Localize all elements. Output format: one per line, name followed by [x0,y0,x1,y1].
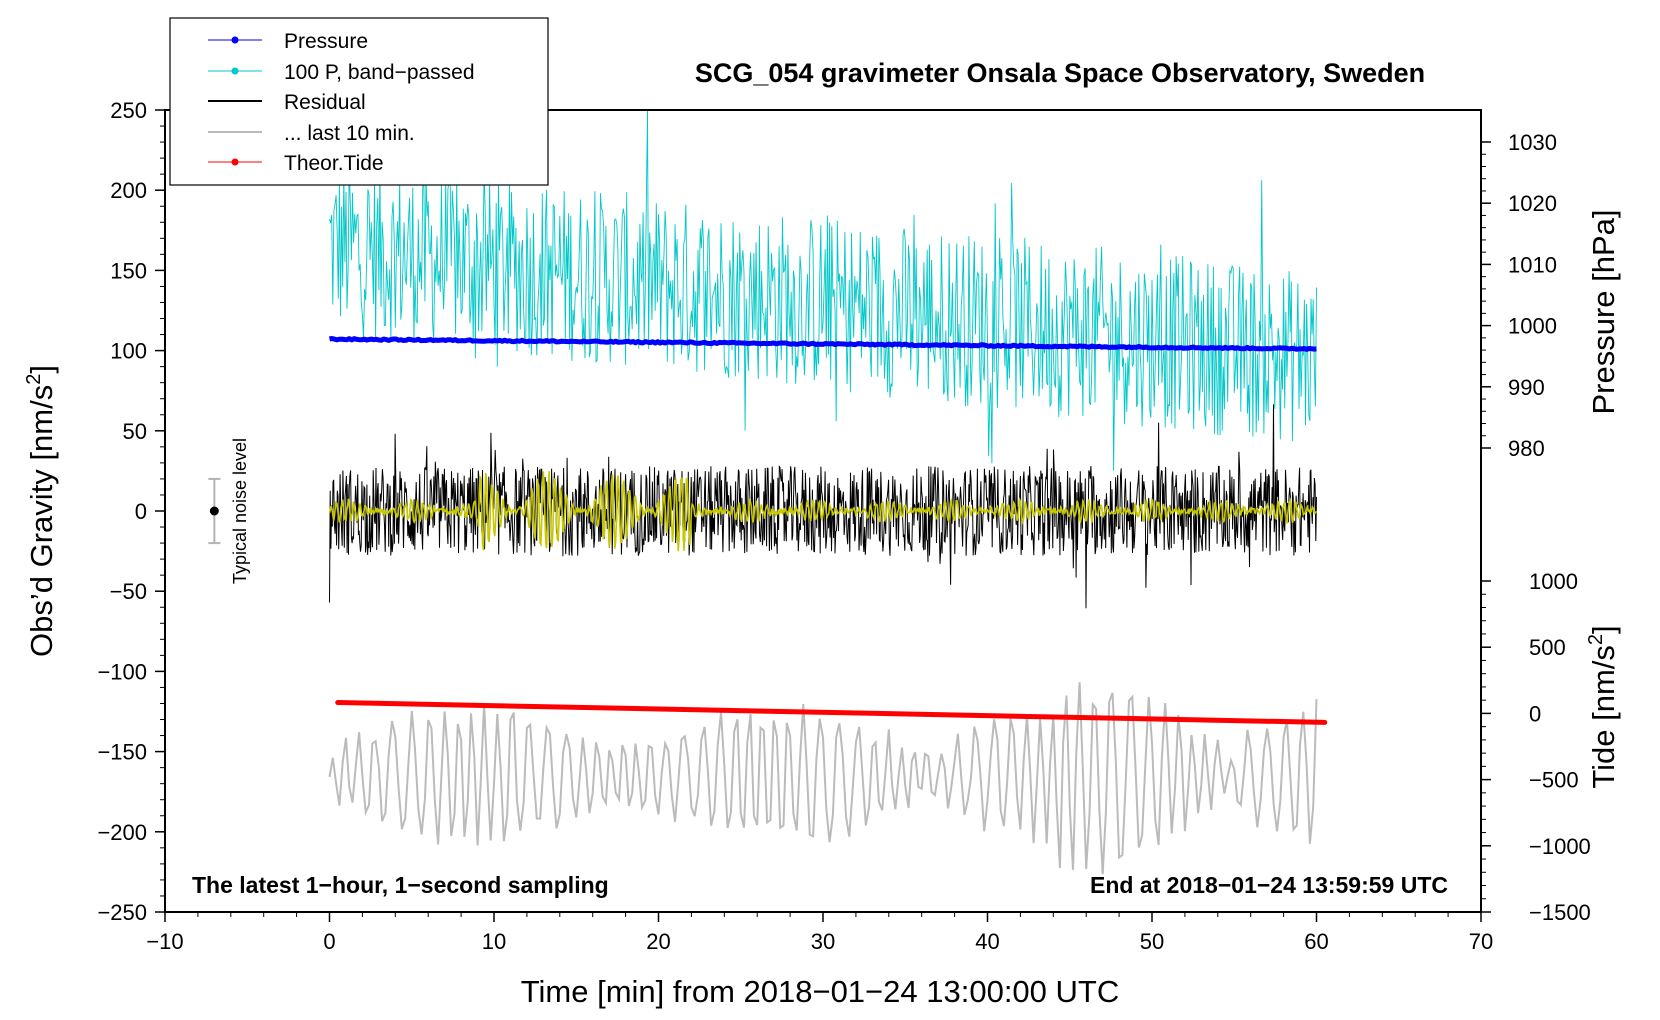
tide-tick-label: −1500 [1529,900,1591,925]
tide-tick-label: 1000 [1529,569,1578,594]
y-left-tick-label: 100 [110,339,147,364]
y-left-axis-title: Obs’d Gravity [nm/s2] [23,365,59,657]
noise-level-indicator: Typical noise level [208,438,250,584]
tide-axis-title: Tide [nm/s2] [1585,625,1621,788]
series-residual [329,404,1317,609]
chart-title: SCG_054 gravimeter Onsala Space Observat… [695,58,1425,88]
y-left-tick-label: −100 [97,659,147,684]
series-last-10-min [328,682,1318,875]
x-axis-title: Time [min] from 2018−01−24 13:00:00 UTC [521,974,1120,1009]
pressure-tick-label: 1020 [1508,191,1557,216]
tide-axis-title-end: ] [1586,625,1621,634]
pressure-axis-title: Pressure [hPa] [1586,209,1621,414]
y-left-tick-label: 200 [110,178,147,203]
legend-marker-pressure [231,36,239,44]
note-sampling: The latest 1−hour, 1−second sampling [192,872,609,898]
tide-axis-title-sup: 2 [1585,634,1607,645]
y-left-axis-title-sup: 2 [23,374,45,385]
tide-axis-title-main: Tide [nm/s [1586,645,1621,789]
y-left-axis-ticks: 250 200 150 100 50 0 −50 −100 −150 −200 −250 [97,98,165,925]
y-left-tick-label: −200 [97,820,147,845]
pressure-tick-label: 1000 [1508,314,1557,339]
y-left-tick-label: 50 [123,419,147,444]
tide-axis-ticks: 1000 500 0 −500 −1000 −1500 [1481,569,1591,925]
noise-label: Typical noise level [230,438,250,584]
y-left-tick-label: −250 [97,900,147,925]
tide-tick-label: −500 [1529,768,1579,793]
y-left-tick-label: −50 [110,579,147,604]
x-tick-label: 60 [1304,929,1328,954]
y-left-axis-title-end: ] [24,365,59,374]
x-tick-label: 30 [811,929,835,954]
x-tick-label: 70 [1469,929,1493,954]
pressure-tick-label: 980 [1508,436,1545,461]
pressure-tick-label: 1010 [1508,252,1557,277]
x-tick-label: 0 [323,929,335,954]
legend-item-band-passed: 100 P, band−passed [208,61,475,84]
y-left-axis-title-main: Obs’d Gravity [nm/s [24,385,59,657]
x-tick-label: −10 [146,929,183,954]
pressure-tick-label: 990 [1508,375,1545,400]
series-pressure [329,336,1317,352]
x-tick-label: 10 [482,929,506,954]
tide-tick-label: −1000 [1529,834,1591,859]
noise-dot [209,506,219,516]
legend-item-last-10-min: ... last 10 min. [208,122,415,145]
legend-label-residual: Residual [284,91,366,114]
series-band-passed-pressure [329,109,1317,471]
legend-item-theor-tide: Theor.Tide [208,152,384,175]
pressure-axis-ticks: 1030 1020 1010 1000 990 980 [1480,110,1557,461]
y-left-tick-label: 150 [110,258,147,283]
legend-marker-band-passed [231,67,239,75]
series-theor-tide [335,700,1328,725]
legend-item-pressure: Pressure [208,30,368,53]
y-left-tick-label: 250 [110,98,147,123]
legend-label-theor-tide: Theor.Tide [284,152,384,175]
x-tick-label: 50 [1140,929,1164,954]
note-end-time: End at 2018−01−24 13:59:59 UTC [1090,872,1448,898]
tide-tick-label: 0 [1529,701,1541,726]
x-tick-label: 20 [646,929,670,954]
tide-tick-label: 500 [1529,635,1566,660]
legend-marker-theor-tide [231,158,239,166]
y-left-tick-label: 0 [135,499,147,524]
legend: Pressure 100 P, band−passed Residual ...… [169,17,549,186]
series-layer [328,109,1328,875]
series-yellow-filtered [328,471,1318,552]
y-left-tick-label: −150 [97,740,147,765]
legend-label-last-10-min: ... last 10 min. [284,122,415,145]
x-tick-label: 40 [975,929,999,954]
x-axis-ticks: −10 0 10 20 30 40 50 60 70 [146,912,1493,954]
legend-label-pressure: Pressure [284,30,368,53]
pressure-tick-label: 1030 [1508,130,1557,155]
legend-label-band-passed: 100 P, band−passed [284,61,475,84]
legend-item-residual: Residual [208,91,366,114]
